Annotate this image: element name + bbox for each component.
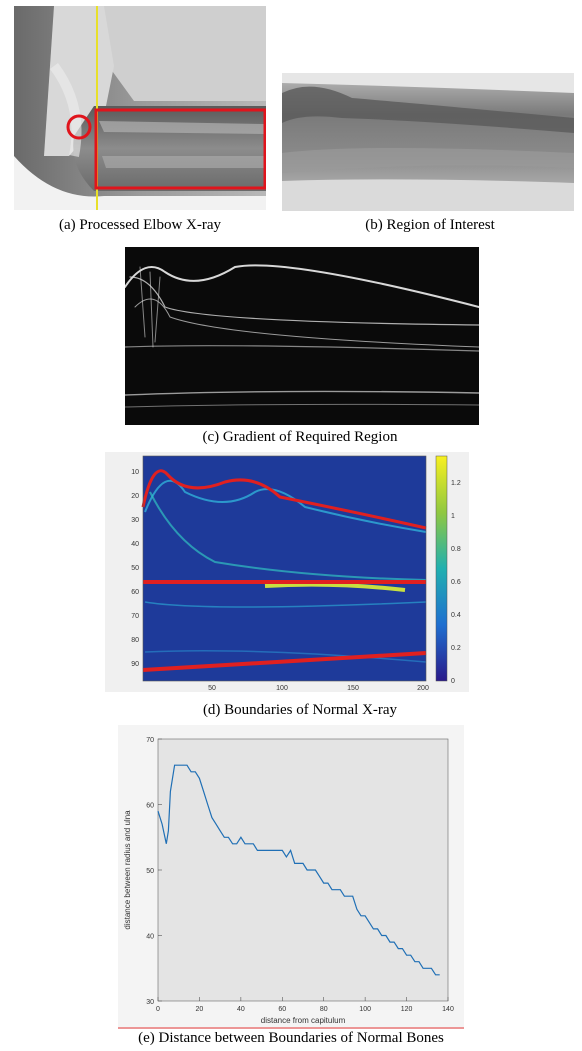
x-axis-label: distance from capitulum	[261, 1016, 346, 1025]
roi-image	[282, 73, 574, 211]
x-tick-label: 40	[237, 1006, 245, 1013]
colorbar-tick: 1	[451, 513, 455, 520]
caption-a: (a) Processed Elbow X-ray	[58, 217, 222, 233]
x-tick-label: 120	[401, 1006, 413, 1013]
boundary-top	[141, 469, 427, 530]
colorbar-tick: 0	[451, 678, 455, 685]
distance-series-line	[157, 764, 440, 976]
y-tick-label: 70	[146, 737, 154, 744]
colorbar-tick: 1.2	[451, 480, 461, 487]
caption-d: (d) Boundaries of Normal X-ray	[202, 702, 398, 718]
panel-c-gradient	[125, 247, 479, 425]
y-tick-label: 30	[146, 999, 154, 1006]
y-tick: 70	[131, 613, 139, 620]
x-tick-label: 140	[442, 1006, 454, 1013]
x-tick-label: 100	[359, 1006, 371, 1013]
x-tick-label: 80	[320, 1006, 328, 1013]
y-tick-label: 60	[146, 803, 154, 810]
y-axis-label: distance between radius and ulna	[123, 810, 132, 930]
y-tick: 20	[131, 493, 139, 500]
x-tick-label: 60	[278, 1006, 286, 1013]
colorbar-tick: 0.2	[451, 645, 461, 652]
y-tick: 60	[131, 589, 139, 596]
heatmap-figure: 10 20 30 40 50 60 70 80 90 50 100 150 20…	[131, 455, 461, 692]
panel-b-region-of-interest	[282, 73, 574, 211]
x-tick-label: 20	[196, 1006, 204, 1013]
colorbar-tick: 0.6	[451, 579, 461, 586]
panel-d-boundaries: 10 20 30 40 50 60 70 80 90 50 100 150 20…	[105, 452, 469, 692]
panel-a-elbow-xray	[14, 6, 266, 210]
colorbar	[435, 455, 448, 682]
y-tick: 30	[131, 517, 139, 524]
y-tick: 80	[131, 637, 139, 644]
caption-e: (e) Distance between Boundaries of Norma…	[138, 1030, 444, 1046]
distance-chart: 0 20 40 60 80 100 120 140 30 40 50 60 70 distance f…	[123, 737, 454, 1025]
x-tick: 100	[276, 685, 288, 692]
gradient-image	[125, 247, 479, 425]
x-tick: 200	[417, 685, 429, 692]
y-tick-label: 40	[146, 934, 154, 941]
x-tick-label: 0	[156, 1006, 160, 1013]
boundary-bottom	[142, 651, 427, 672]
y-tick: 10	[131, 469, 139, 476]
y-tick-label: 50	[146, 868, 154, 875]
colorbar-tick: 0.4	[451, 612, 461, 619]
y-tick: 40	[131, 541, 139, 548]
plot-area	[157, 738, 449, 1002]
colorbar-tick: 0.8	[451, 546, 461, 553]
y-tick: 90	[131, 661, 139, 668]
caption-c: (c) Gradient of Required Region	[202, 429, 398, 445]
caption-b: (b) Region of Interest	[365, 217, 495, 233]
x-tick: 150	[347, 685, 359, 692]
panel-e-distance-chart: 0 20 40 60 80 100 120 140 30 40 50 60 70 distance f…	[118, 725, 464, 1027]
capitulum-circle-marker	[66, 114, 92, 140]
red-underline	[118, 1027, 464, 1029]
annotation-overlay	[66, 6, 266, 210]
y-tick: 50	[131, 565, 139, 572]
x-tick: 50	[208, 685, 216, 692]
heatmap-area	[143, 456, 426, 681]
roi-box	[94, 108, 266, 190]
